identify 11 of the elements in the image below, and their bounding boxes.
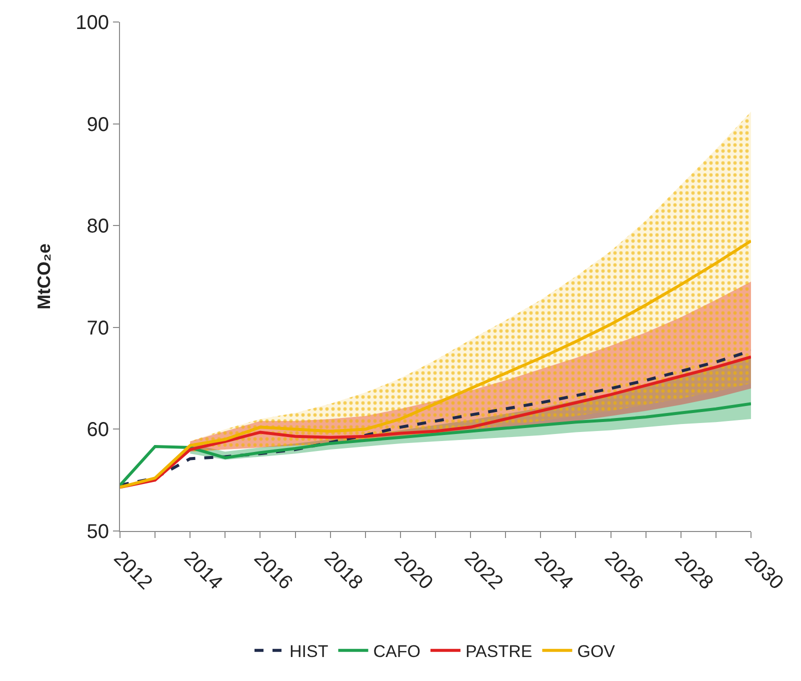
y-tick-label: 90 (86, 114, 109, 136)
legend-label: GOV (577, 642, 616, 661)
legend-label: PASTRE (465, 642, 532, 661)
y-axis-title: MtCO₂e (34, 244, 54, 310)
y-tick-label: 50 (86, 521, 109, 543)
y-tick-label: 80 (86, 216, 109, 238)
y-tick-label: 100 (76, 12, 109, 34)
y-tick-label: 70 (86, 317, 109, 340)
legend-label: HIST (290, 642, 328, 661)
y-tick-label: 60 (86, 419, 109, 442)
legend-label: CAFO (373, 642, 420, 661)
